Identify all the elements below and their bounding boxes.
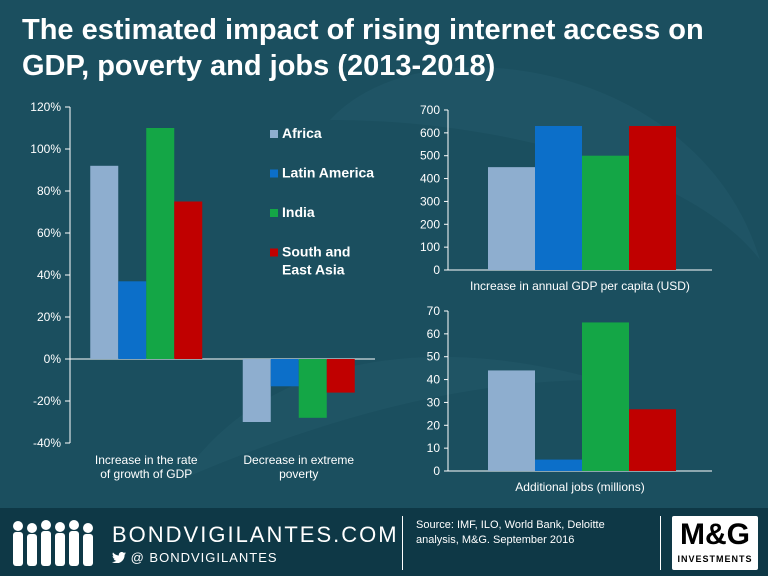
y-tick-label: 60 (427, 327, 441, 341)
y-tick-label: 100 (420, 240, 440, 254)
y-tick-label: 50 (427, 350, 441, 364)
y-tick-label: 120% (30, 100, 61, 114)
legend-label: India (282, 204, 315, 220)
y-tick-label: -20% (33, 394, 61, 408)
footer-divider (402, 516, 403, 570)
twitter-handle-text: @ BONDVIGILANTES (130, 550, 278, 565)
bar-south-and-east-asia (629, 409, 676, 471)
twitter-handle: @ BONDVIGILANTES (112, 550, 278, 565)
legend-swatch (270, 209, 278, 217)
page-title: The estimated impact of rising internet … (22, 14, 704, 82)
twitter-bird-icon (112, 552, 126, 563)
bar-latin-america (270, 359, 299, 387)
legend-label: South and (282, 244, 350, 260)
y-tick-label: 100% (30, 142, 61, 156)
y-tick-label: 600 (420, 126, 440, 140)
legend-label: East Asia (282, 262, 345, 278)
y-tick-label: 10 (427, 441, 441, 455)
bar-africa (488, 370, 535, 471)
bar-africa (90, 165, 119, 359)
legend-label: Latin America (282, 165, 374, 181)
source-note: Source: IMF, ILO, World Bank, Deloitte a… (416, 519, 605, 546)
charts-area: -40% -20% 0% 20% 40% 60% 80% 100% 120% Increase i… (30, 100, 712, 494)
people-silhouettes-icon (13, 520, 93, 566)
y-tick-label: 60% (37, 226, 61, 240)
y-tick-label: -40% (33, 436, 61, 450)
footer: BONDVIGILANTES.COM @ BONDVIGILANTES Sour… (0, 508, 768, 576)
x-axis-title: Additional jobs (millions) (515, 480, 644, 494)
y-tick-label: 0 (433, 464, 440, 478)
x-category-label: Decrease in extreme poverty (243, 453, 354, 481)
y-tick-label: 500 (420, 149, 440, 163)
bar-latin-america (535, 126, 582, 270)
mg-logo: M&G INVESTMENTS (672, 516, 758, 570)
bar-south-and-east-asia (629, 126, 676, 270)
mg-logo-text: M&G (680, 518, 750, 551)
y-tick-label: 0% (44, 352, 62, 366)
y-tick-label: 30 (427, 395, 441, 409)
y-tick-label: 20% (37, 310, 61, 324)
bar-africa (242, 359, 271, 422)
y-tick-label: 0 (433, 263, 440, 277)
y-tick-label: 700 (420, 103, 440, 117)
bar-india (582, 155, 629, 270)
legend-swatch (270, 248, 278, 257)
y-tick-label: 70 (427, 304, 441, 318)
brand-name: BONDVIGILANTES.COM (112, 522, 399, 547)
mg-logo-subtext: INVESTMENTS (677, 554, 753, 564)
bar-latin-america (118, 281, 147, 359)
bar-south-and-east-asia (326, 359, 355, 393)
legend-label: Africa (282, 125, 322, 141)
x-category-label: Increase in the rate of growth of GDP (95, 453, 198, 481)
y-tick-label: 400 (420, 172, 440, 186)
y-tick-label: 40 (427, 373, 441, 387)
legend-swatch (270, 130, 278, 138)
bar-india (146, 128, 175, 359)
bar-latin-america (535, 459, 582, 471)
y-tick-label: 40% (37, 268, 61, 282)
footer-divider (660, 516, 661, 570)
y-tick-label: 200 (420, 217, 440, 231)
y-tick-label: 20 (427, 418, 441, 432)
bar-south-and-east-asia (174, 201, 203, 359)
y-tick-label: 80% (37, 184, 61, 198)
bar-india (298, 359, 327, 418)
x-axis-title: Increase in annual GDP per capita (USD) (470, 279, 690, 293)
legend-swatch (270, 169, 278, 178)
bar-africa (488, 167, 535, 270)
y-tick-label: 300 (420, 194, 440, 208)
bar-india (582, 322, 629, 471)
